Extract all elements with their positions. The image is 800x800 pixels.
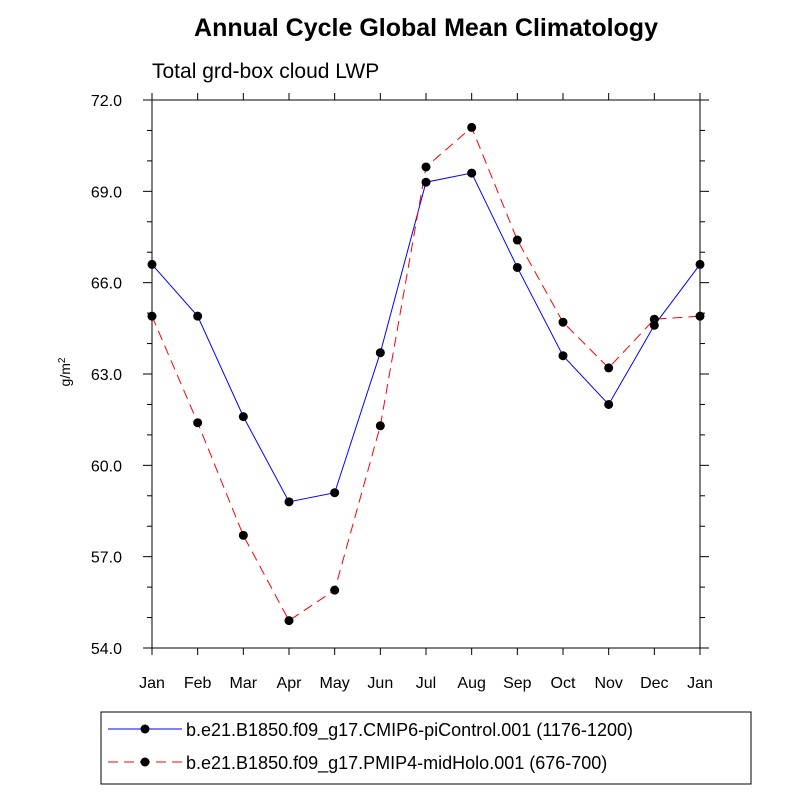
series-line-1 [151, 126, 701, 622]
axis-ticks [143, 93, 709, 655]
data-point-series-1 [512, 235, 522, 245]
x-tick-labels: Jan Feb Mar Apr May Jun Jul Aug Sep Oct Nov Dec Jan [139, 675, 713, 692]
y-tick-label: 63.0 [91, 367, 122, 384]
chart-subtitle: Total grd-box cloud LWP [152, 60, 379, 83]
x-tick-label: Nov [594, 675, 622, 692]
x-tick-label: Apr [277, 675, 303, 692]
x-tick-label: Dec [640, 675, 668, 692]
x-tick-label: Oct [551, 675, 576, 692]
data-point-series-1 [330, 585, 340, 595]
data-point-series-0 [558, 351, 568, 361]
data-point-series-1 [421, 162, 431, 172]
x-tick-label: Jun [367, 675, 393, 692]
x-tick-label: Jan [139, 675, 165, 692]
data-point-series-0 [330, 488, 340, 498]
y-tick-label: 66.0 [91, 276, 122, 293]
x-tick-label: Jul [416, 675, 436, 692]
plot-frame [151, 99, 701, 649]
data-point-series-1 [375, 421, 385, 431]
data-point-series-1 [649, 314, 659, 324]
legend-marker-1 [140, 757, 150, 767]
data-point-series-1 [467, 122, 477, 132]
y-tick-labels: 54.0 57.0 60.0 63.0 66.0 69.0 72.0 [91, 93, 122, 658]
x-tick-label: Mar [230, 675, 258, 692]
data-point-series-0 [284, 497, 294, 507]
data-point-series-1 [193, 418, 203, 428]
chart-title: Annual Cycle Global Mean Climatology [194, 14, 658, 42]
legend-marker-0 [140, 724, 150, 734]
x-tick-label: Feb [184, 675, 212, 692]
data-point-series-0 [512, 262, 522, 272]
y-tick-label: 60.0 [91, 458, 122, 475]
data-point-series-0 [375, 348, 385, 358]
series-line-0 [151, 172, 701, 503]
y-tick-label: 57.0 [91, 550, 122, 567]
x-tick-label: Aug [457, 675, 485, 692]
data-point-series-1 [238, 530, 248, 540]
x-tick-label: May [320, 675, 350, 692]
series-layer [147, 122, 705, 626]
data-point-series-1 [284, 616, 294, 626]
data-point-series-0 [421, 177, 431, 187]
y-tick-label: 54.0 [91, 641, 122, 658]
legend-label-0: b.e21.B1850.f09_g17.CMIP6-piControl.001 … [186, 720, 633, 741]
x-tick-label: Sep [503, 675, 532, 692]
data-point-series-1 [558, 317, 568, 327]
x-tick-label: Jan [687, 675, 713, 692]
data-point-series-0 [193, 311, 203, 321]
y-axis-label: g/m2 [57, 357, 74, 386]
legend-box [100, 711, 752, 785]
legend-label-1: b.e21.B1850.f09_g17.PMIP4-midHolo.001 (6… [186, 753, 607, 774]
legend: b.e21.B1850.f09_g17.CMIP6-piControl.001 … [100, 711, 752, 785]
data-point-series-1 [604, 363, 614, 373]
y-tick-label: 69.0 [91, 184, 122, 201]
data-point-series-0 [238, 412, 248, 422]
y-tick-label: 72.0 [91, 93, 122, 110]
data-point-series-0 [467, 168, 477, 178]
data-point-series-0 [604, 399, 614, 409]
